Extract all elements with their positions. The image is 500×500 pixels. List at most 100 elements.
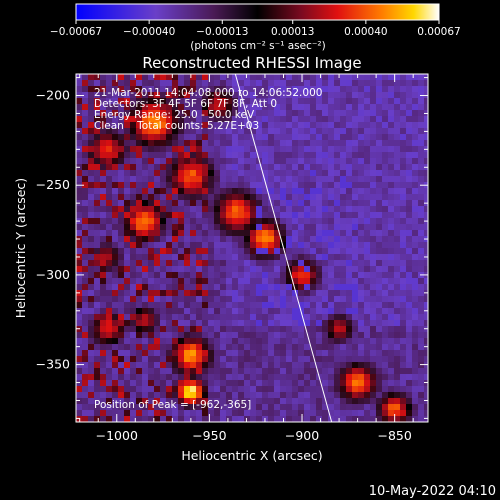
heatmap-cell (166, 308, 172, 314)
heatmap-cell (262, 410, 268, 416)
heatmap-cell (328, 314, 334, 320)
heatmap-cell (406, 194, 412, 200)
heatmap-cell (160, 380, 166, 386)
heatmap-cell (160, 152, 166, 158)
heatmap-cell (136, 284, 142, 290)
heatmap-cell (412, 188, 418, 194)
heatmap-cell (178, 206, 184, 212)
heatmap-cell (196, 248, 202, 254)
heatmap-cell (130, 248, 136, 254)
heatmap-cell (244, 296, 250, 302)
heatmap-cell (406, 392, 412, 398)
heatmap-cell (388, 272, 394, 278)
heatmap-cell (412, 242, 418, 248)
heatmap-cell (418, 248, 424, 254)
heatmap-cell (406, 170, 412, 176)
heatmap-cell (304, 272, 310, 278)
heatmap-cell (154, 74, 160, 80)
heatmap-cell (394, 212, 400, 218)
heatmap-cell (184, 398, 190, 404)
heatmap-cell (160, 92, 166, 98)
heatmap-cell (208, 356, 214, 362)
heatmap-cell (214, 290, 220, 296)
heatmap-cell (346, 362, 352, 368)
heatmap-cell (130, 344, 136, 350)
heatmap-cell (376, 410, 382, 416)
heatmap-cell (106, 308, 112, 314)
heatmap-cell (376, 398, 382, 404)
heatmap-cell (310, 296, 316, 302)
heatmap-cell (82, 86, 88, 92)
heatmap-cell (214, 386, 220, 392)
colorbar (75, 3, 440, 21)
heatmap-cell (106, 92, 112, 98)
heatmap-cell (346, 380, 352, 386)
heatmap-cell (208, 260, 214, 266)
heatmap-cell (370, 278, 376, 284)
heatmap-cell (202, 176, 208, 182)
heatmap-cell (322, 80, 328, 86)
heatmap-cell (112, 404, 118, 410)
heatmap-cell (184, 416, 190, 422)
heatmap-cell (406, 416, 412, 422)
heatmap-cell (196, 98, 202, 104)
heatmap-cell (232, 332, 238, 338)
heatmap-cell (394, 98, 400, 104)
heatmap-cell (424, 194, 428, 200)
heatmap-cell (220, 308, 226, 314)
heatmap-cell (406, 236, 412, 242)
heatmap-cell (268, 86, 274, 92)
heatmap-cell (184, 320, 190, 326)
heatmap-cell (370, 254, 376, 260)
heatmap-cell (220, 416, 226, 422)
heatmap-cell (124, 380, 130, 386)
heatmap-cell (358, 302, 364, 308)
heatmap-cell (232, 98, 238, 104)
heatmap-cell (370, 164, 376, 170)
heatmap-cell (232, 260, 238, 266)
heatmap-cell (130, 272, 136, 278)
heatmap-cell (388, 128, 394, 134)
heatmap-cell (346, 104, 352, 110)
heatmap-cell (154, 314, 160, 320)
heatmap-cell (208, 110, 214, 116)
heatmap-cell (370, 86, 376, 92)
heatmap-cell (184, 392, 190, 398)
heatmap-cell (358, 380, 364, 386)
heatmap-cell (178, 392, 184, 398)
heatmap-cell (334, 152, 340, 158)
heatmap-cell (328, 398, 334, 404)
heatmap-cell (220, 248, 226, 254)
heatmap-cell (376, 350, 382, 356)
heatmap-cell (298, 110, 304, 116)
heatmap-cell (226, 80, 232, 86)
heatmap-cell (280, 350, 286, 356)
heatmap-cell (334, 290, 340, 296)
heatmap-cell (280, 320, 286, 326)
heatmap-cell (196, 128, 202, 134)
heatmap-cell (172, 230, 178, 236)
heatmap-cell (76, 116, 82, 122)
heatmap-cell (88, 128, 94, 134)
heatmap-cell (112, 278, 118, 284)
heatmap-cell (82, 254, 88, 260)
heatmap-cell (166, 146, 172, 152)
heatmap-cell (106, 392, 112, 398)
heatmap-cell (388, 302, 394, 308)
heatmap-cell (148, 296, 154, 302)
heatmap-cell (166, 206, 172, 212)
heatmap-cell (196, 206, 202, 212)
heatmap-cell (262, 296, 268, 302)
heatmap-cell (304, 314, 310, 320)
heatmap-cell (406, 404, 412, 410)
heatmap-cell (190, 302, 196, 308)
heatmap-cell (340, 128, 346, 134)
info-line-counts: Clean Total counts: 5.27E+03 (94, 120, 259, 132)
heatmap-cell (136, 398, 142, 404)
heatmap-cell (88, 296, 94, 302)
heatmap-cell (418, 212, 424, 218)
heatmap-cell (364, 302, 370, 308)
heatmap-cell (424, 80, 428, 86)
heatmap-cell (100, 284, 106, 290)
heatmap-cell (364, 380, 370, 386)
